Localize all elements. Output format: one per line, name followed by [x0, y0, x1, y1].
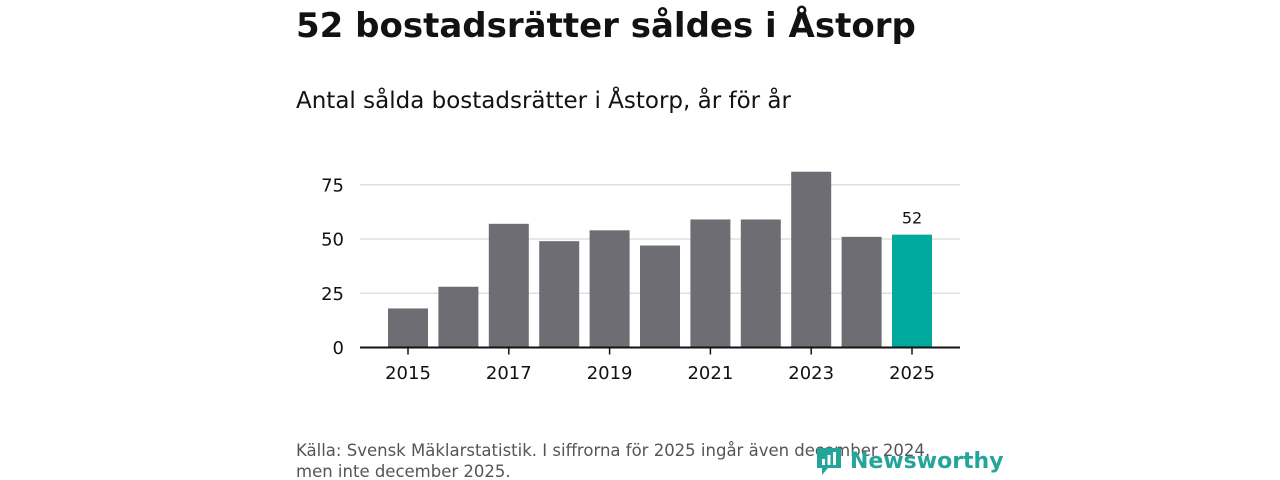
chart-title: 52 bostadsrätter såldes i Åstorp [296, 6, 916, 46]
source-line-2: men inte december 2025. [296, 462, 511, 480]
labels: 0 25 50 75 2015 2017 2019 2021 2023 2025 52 [321, 175, 935, 384]
bar-2019 [589, 230, 630, 348]
bars [388, 171, 932, 348]
bar-2024 [841, 236, 882, 348]
bar-2015 [388, 308, 428, 348]
axes [360, 346, 960, 355]
chart-subtitle: Antal sålda bostadsrätter i Åstorp, år f… [296, 88, 791, 114]
data-label-2025: 52 [902, 209, 922, 228]
bar-2023 [791, 171, 832, 348]
y-tick-label-75: 75 [321, 175, 344, 196]
newsworthy-logo-icon [817, 448, 841, 475]
bar-2017 [488, 223, 529, 348]
y-tick-label-0: 0 [333, 338, 344, 359]
x-tick-label-2025: 2025 [889, 363, 935, 384]
source-note: Källa: Svensk Mäklarstatistik. I siffror… [296, 440, 956, 480]
x-tick-label-2017: 2017 [486, 363, 532, 384]
logo-text: Newsworthy [850, 449, 1004, 474]
source-line-1: Källa: Svensk Mäklarstatistik. I siffror… [296, 441, 931, 460]
y-tick-label-25: 25 [321, 284, 344, 305]
bar-2018 [539, 241, 580, 348]
x-tick-label-2023: 2023 [788, 363, 834, 384]
x-tick-label-2015: 2015 [385, 363, 431, 384]
newsworthy-logo: Newsworthy [814, 444, 1004, 480]
y-tick-label-50: 50 [321, 230, 344, 251]
x-tick-label-2021: 2021 [687, 363, 733, 384]
x-tick-label-2019: 2019 [587, 363, 633, 384]
bar-2022 [740, 219, 781, 348]
bar-2020 [640, 245, 680, 348]
bar-2021 [690, 219, 731, 348]
bar-2025 [892, 234, 932, 348]
bar-2016 [438, 286, 479, 348]
